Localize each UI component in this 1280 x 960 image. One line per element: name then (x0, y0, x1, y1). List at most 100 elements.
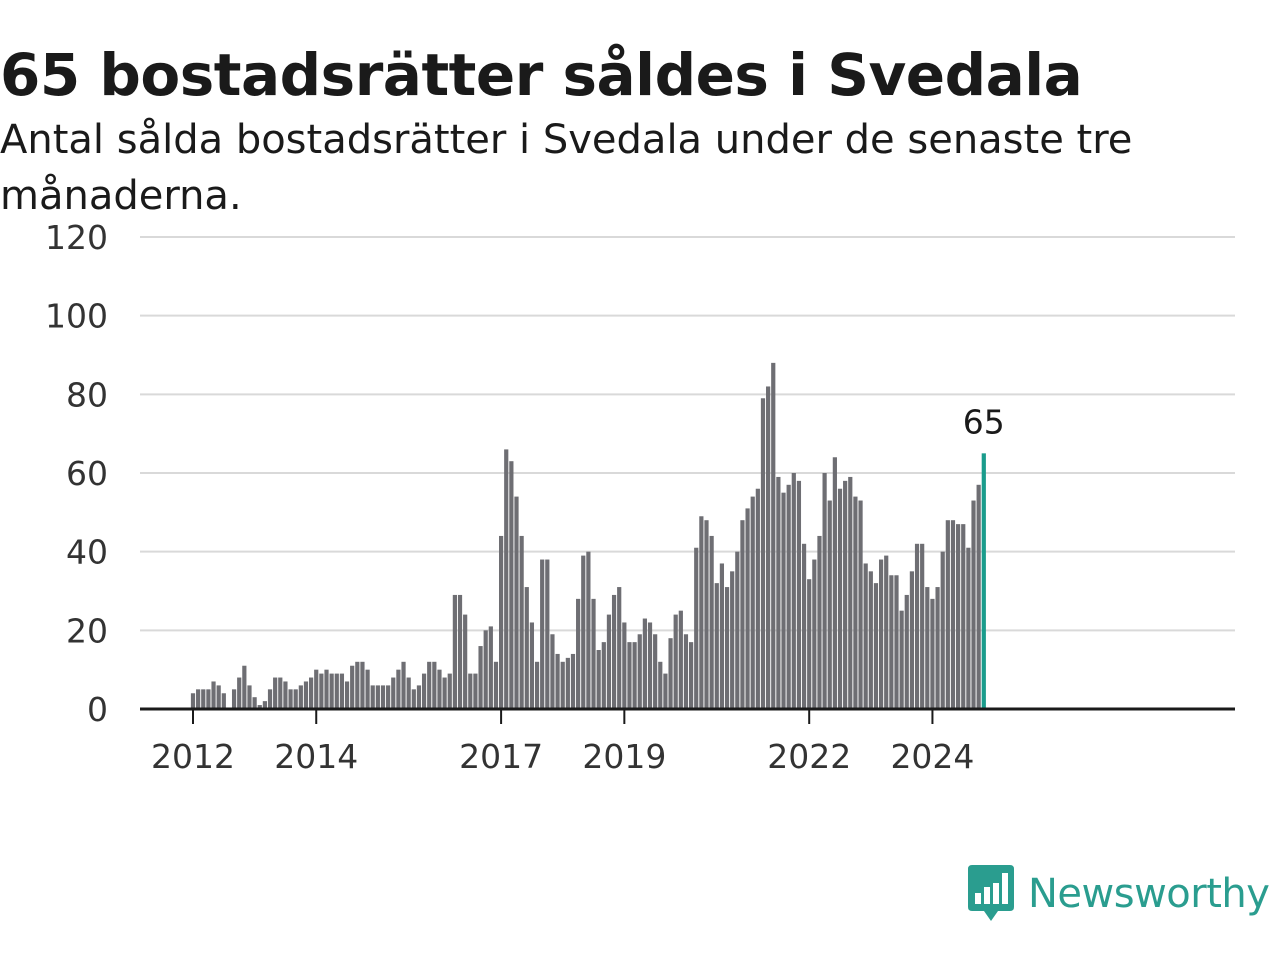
bar (966, 547, 971, 709)
bar (878, 559, 884, 709)
bar (658, 661, 663, 709)
bar (334, 673, 339, 709)
bar (606, 614, 612, 709)
bar (216, 685, 221, 709)
bar (940, 551, 945, 709)
bar (499, 535, 504, 709)
bar (324, 669, 329, 709)
bar (812, 559, 817, 709)
bar (314, 669, 319, 709)
bar (848, 476, 853, 709)
bar (617, 587, 622, 709)
bar (278, 677, 283, 709)
bar (555, 653, 560, 709)
bar (380, 685, 386, 709)
bar (468, 673, 473, 709)
bar (791, 473, 796, 709)
bar (884, 555, 889, 709)
bar (524, 587, 529, 709)
y-tick-label-80: 80 (66, 375, 108, 414)
bar (832, 457, 837, 709)
x-tick-label-2014: 2014 (274, 737, 358, 776)
bar (391, 677, 396, 709)
bar (807, 579, 812, 709)
bar (211, 681, 216, 709)
x-tick-label-2012: 2012 (151, 737, 235, 776)
bar (704, 520, 709, 709)
bar (801, 543, 807, 709)
bar (688, 642, 694, 709)
bar (637, 634, 642, 709)
bar (899, 610, 904, 709)
bar (529, 622, 535, 709)
bar (309, 677, 314, 709)
bar (478, 646, 483, 709)
bar (221, 693, 226, 709)
bar (971, 500, 976, 709)
bar (863, 563, 868, 709)
bar (914, 543, 920, 709)
y-tick-label-60: 60 (66, 454, 108, 493)
bar (329, 673, 334, 709)
bar (370, 685, 375, 709)
x-tick-label-2017: 2017 (459, 737, 543, 776)
bar (247, 685, 252, 709)
bar (632, 642, 637, 709)
bar (858, 500, 863, 709)
bar (473, 673, 478, 709)
bar (750, 496, 755, 709)
y-tick-label-20: 20 (66, 611, 108, 650)
x-tick-label-2024: 2024 (890, 737, 974, 776)
bar (873, 583, 879, 709)
bar (344, 681, 350, 709)
gridlines (140, 236, 1235, 632)
bar (242, 665, 247, 709)
brand-name: Newsworthy (1028, 871, 1270, 917)
bar (683, 634, 689, 709)
bar (889, 575, 894, 709)
bar (740, 520, 745, 709)
bar (509, 461, 514, 709)
bar (647, 622, 653, 709)
bar (231, 689, 237, 709)
bar (360, 661, 365, 709)
bar (719, 563, 725, 709)
y-tick-label-40: 40 (66, 533, 108, 572)
bar (298, 685, 303, 709)
y-axis-ticks: 0 20 40 60 80 100 120 (45, 218, 108, 729)
bar-highlight (981, 453, 986, 709)
bar (514, 496, 519, 709)
bar (452, 594, 457, 709)
bar (237, 677, 242, 709)
bar (534, 661, 540, 709)
bar (760, 398, 766, 709)
bar (699, 516, 704, 709)
bar (565, 657, 570, 709)
bar (339, 673, 345, 709)
bar (493, 661, 499, 709)
bar (709, 535, 714, 709)
bar (730, 571, 735, 709)
bar (396, 669, 401, 709)
chart-title: 65 bostadsrätter såldes i Svedala (0, 41, 1083, 109)
bar (678, 610, 683, 709)
bar (817, 535, 822, 709)
bar (252, 697, 257, 709)
bar (519, 535, 524, 709)
bar (288, 689, 293, 709)
bar (206, 689, 211, 709)
highlight-callout: 65 (963, 402, 1005, 441)
bar (776, 476, 781, 709)
bar (668, 638, 673, 709)
bar (401, 661, 406, 709)
bar (442, 677, 447, 709)
bar (447, 673, 452, 709)
bar (411, 689, 416, 709)
bar (262, 701, 267, 709)
bar (827, 500, 832, 709)
chart-subtitle: Antal sålda bostadsrätter i Svedala unde… (0, 117, 1133, 219)
bar (935, 587, 940, 709)
bar (735, 551, 740, 709)
bars (190, 362, 986, 709)
